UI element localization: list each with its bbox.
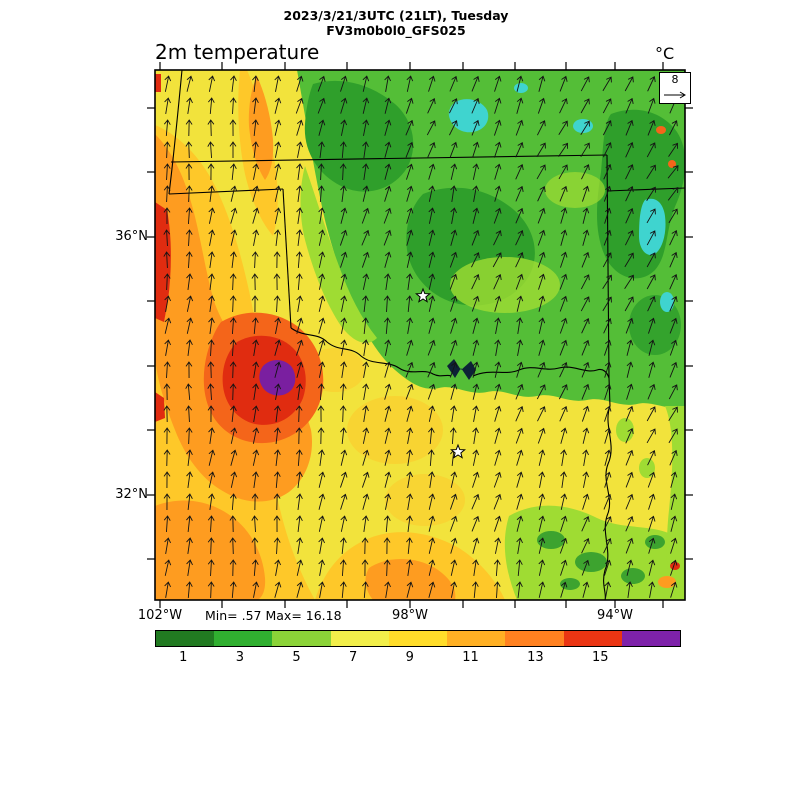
border-west-meridian [168, 69, 183, 195]
wind-reference-value: 8 [671, 73, 679, 86]
lat-label-32n: 32°N [115, 487, 148, 502]
lon-label-94w: 94°W [597, 608, 633, 623]
colorbar-tick-label: 15 [591, 650, 609, 665]
colorbar-tick-label: 5 [292, 650, 301, 665]
colorbar-segment [505, 631, 564, 646]
min-max-annotation: Min= .57 Max= 16.18 [205, 608, 342, 623]
lon-label-98w: 98°W [392, 608, 428, 623]
colorbar-tick-label: 1 [179, 650, 188, 665]
units-label: °C [655, 44, 675, 63]
wind-vector-field [163, 75, 679, 599]
border-missouri-arkansas [606, 187, 686, 192]
map-canvas [147, 62, 693, 608]
city-markers [415, 287, 466, 459]
colorbar-segment [330, 631, 389, 646]
colorbar-segment [388, 631, 448, 646]
colorbar-tick-label [633, 650, 681, 665]
colorbar-tick-label: 9 [405, 650, 414, 665]
plot-title: 2m temperature [155, 40, 320, 64]
colorbar-labels: 1 3 5 7 9 11 13 15 [155, 650, 681, 665]
colorbar-segment [156, 631, 215, 646]
border-kansas-line [170, 154, 608, 163]
border-texas-arkansas-louisiana [603, 377, 612, 601]
wind-reference-arrow-icon [664, 91, 686, 99]
border-panhandle-south [168, 188, 284, 195]
colorbar-tick-label: 7 [348, 650, 358, 665]
lake-texoma [447, 359, 476, 380]
lon-label-102w: 102°W [137, 608, 183, 623]
axis-ticks [147, 62, 693, 608]
colorbar-segment [272, 631, 331, 646]
colorbar-tick-label: 13 [527, 650, 544, 665]
title-line-1: 2023/3/21/3UTC (21LT), Tuesday [283, 8, 509, 23]
figure-header: 2023/3/21/3UTC (21LT), Tuesday FV3m0b0l0… [0, 8, 792, 38]
map-frame [154, 69, 686, 601]
colorbar [155, 630, 681, 647]
wind-reference-box: 8 [659, 72, 691, 104]
colorbar-segment [563, 631, 622, 646]
border-texas-panhandle-east [282, 188, 292, 329]
city-star-icon [450, 443, 466, 459]
colorbar-tick-label: 11 [462, 650, 479, 665]
colorbar-segment [447, 631, 506, 646]
red-river [290, 327, 610, 379]
lat-label-36n: 36°N [115, 229, 148, 244]
title-line-2: FV3m0b0l0_GFS025 [326, 23, 466, 38]
city-star-icon [415, 287, 431, 303]
colorbar-segment [621, 631, 680, 646]
colorbar-segment [214, 631, 273, 646]
colorbar-tick-label: 3 [235, 650, 245, 665]
